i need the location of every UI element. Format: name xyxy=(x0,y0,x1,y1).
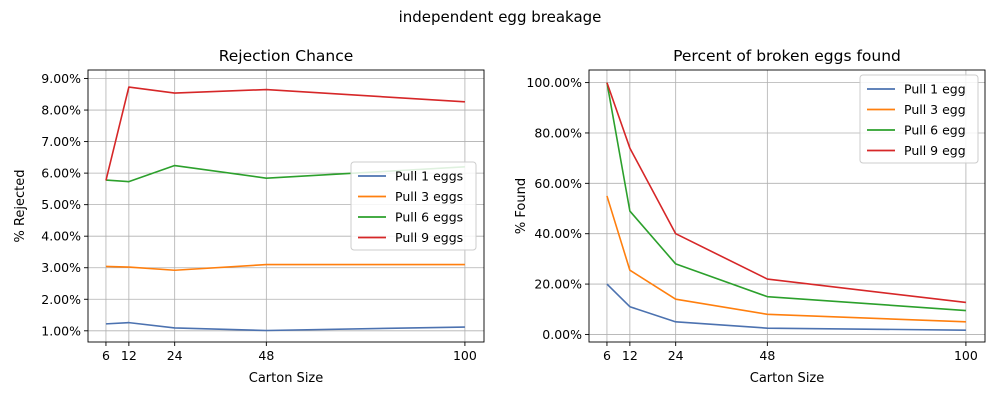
series-line-2 xyxy=(105,263,465,272)
legend-box xyxy=(859,74,979,164)
x-tick-label: 48 xyxy=(258,348,274,363)
legend-box xyxy=(350,161,477,251)
y-tick-label: 40.00% xyxy=(534,226,582,241)
y-tick-label: 3.00% xyxy=(41,260,81,275)
x-axis-label: Carton Size xyxy=(249,371,324,386)
legend-label-1: Pull 1 egg xyxy=(904,82,966,97)
y-tick-label: 100.00% xyxy=(526,75,582,90)
x-tick-label: 12 xyxy=(121,348,137,363)
legend-label-4: Pull 9 eggs xyxy=(395,230,463,245)
x-tick-label: 48 xyxy=(759,348,775,363)
x-tick-label: 24 xyxy=(167,348,183,363)
series-line-1 xyxy=(105,321,465,332)
y-tick-label: 6.00% xyxy=(41,166,81,181)
legend-label-1: Pull 1 eggs xyxy=(395,169,463,184)
legend: Pull 1 eggs Pull 3 eggs Pull 6 eggs Pull 9 … xyxy=(350,161,477,251)
y-tick-label: 0.00% xyxy=(542,327,582,342)
legend-label-4: Pull 9 egg xyxy=(904,143,966,158)
series-line-2 xyxy=(606,195,966,323)
figure-suptitle: independent egg breakage xyxy=(399,8,602,26)
y-tick-label: 2.00% xyxy=(41,292,81,307)
y-axis-label: % Found xyxy=(514,178,529,234)
y-tick-label: 1.00% xyxy=(41,323,81,338)
plot-frame xyxy=(588,69,986,343)
x-tick-label: 100 xyxy=(453,348,477,363)
chart-percent-found: 6 12 24 48 100 0.00% 20.00% 40.00% 60.00% 80.00% 1… xyxy=(514,47,986,386)
series-line-4 xyxy=(606,82,967,304)
y-tick-label: 9.00% xyxy=(41,71,81,86)
chart-title: Rejection Chance xyxy=(219,47,354,65)
y-axis-label: % Rejected xyxy=(13,169,28,242)
chart-title: Percent of broken eggs found xyxy=(673,47,901,65)
series-line-3 xyxy=(606,82,966,312)
x-tick-label: 12 xyxy=(622,348,638,363)
x-tick-label: 6 xyxy=(603,348,611,363)
legend: Pull 1 egg Pull 3 egg Pull 6 egg Pull 9 egg xyxy=(859,74,979,164)
legend-label-2: Pull 3 egg xyxy=(904,102,966,117)
y-tick-label: 20.00% xyxy=(534,277,582,292)
series-line-1 xyxy=(606,283,966,331)
series-line-4 xyxy=(105,86,465,181)
x-tick-label: 6 xyxy=(102,348,110,363)
y-tick-label: 60.00% xyxy=(534,176,582,191)
x-tick-label: 24 xyxy=(668,348,684,363)
series-line-3 xyxy=(105,164,465,183)
x-axis-label: Carton Size xyxy=(750,371,825,386)
y-tick-label: 80.00% xyxy=(534,125,582,140)
y-tick-label: 4.00% xyxy=(41,229,81,244)
legend-label-3: Pull 6 egg xyxy=(904,123,966,138)
y-tick-label: 5.00% xyxy=(41,197,81,212)
plot-frame xyxy=(87,69,485,343)
y-tick-label: 8.00% xyxy=(41,103,81,118)
chart-rejection-chance: 6 12 24 48 100 1.00% 2.00% 3.00% 4.00% 5.00% 6.00%… xyxy=(13,47,485,386)
legend-label-2: Pull 3 eggs xyxy=(395,189,463,204)
y-tick-label: 7.00% xyxy=(41,134,81,149)
x-tick-label: 100 xyxy=(954,348,978,363)
legend-label-3: Pull 6 eggs xyxy=(395,210,463,225)
